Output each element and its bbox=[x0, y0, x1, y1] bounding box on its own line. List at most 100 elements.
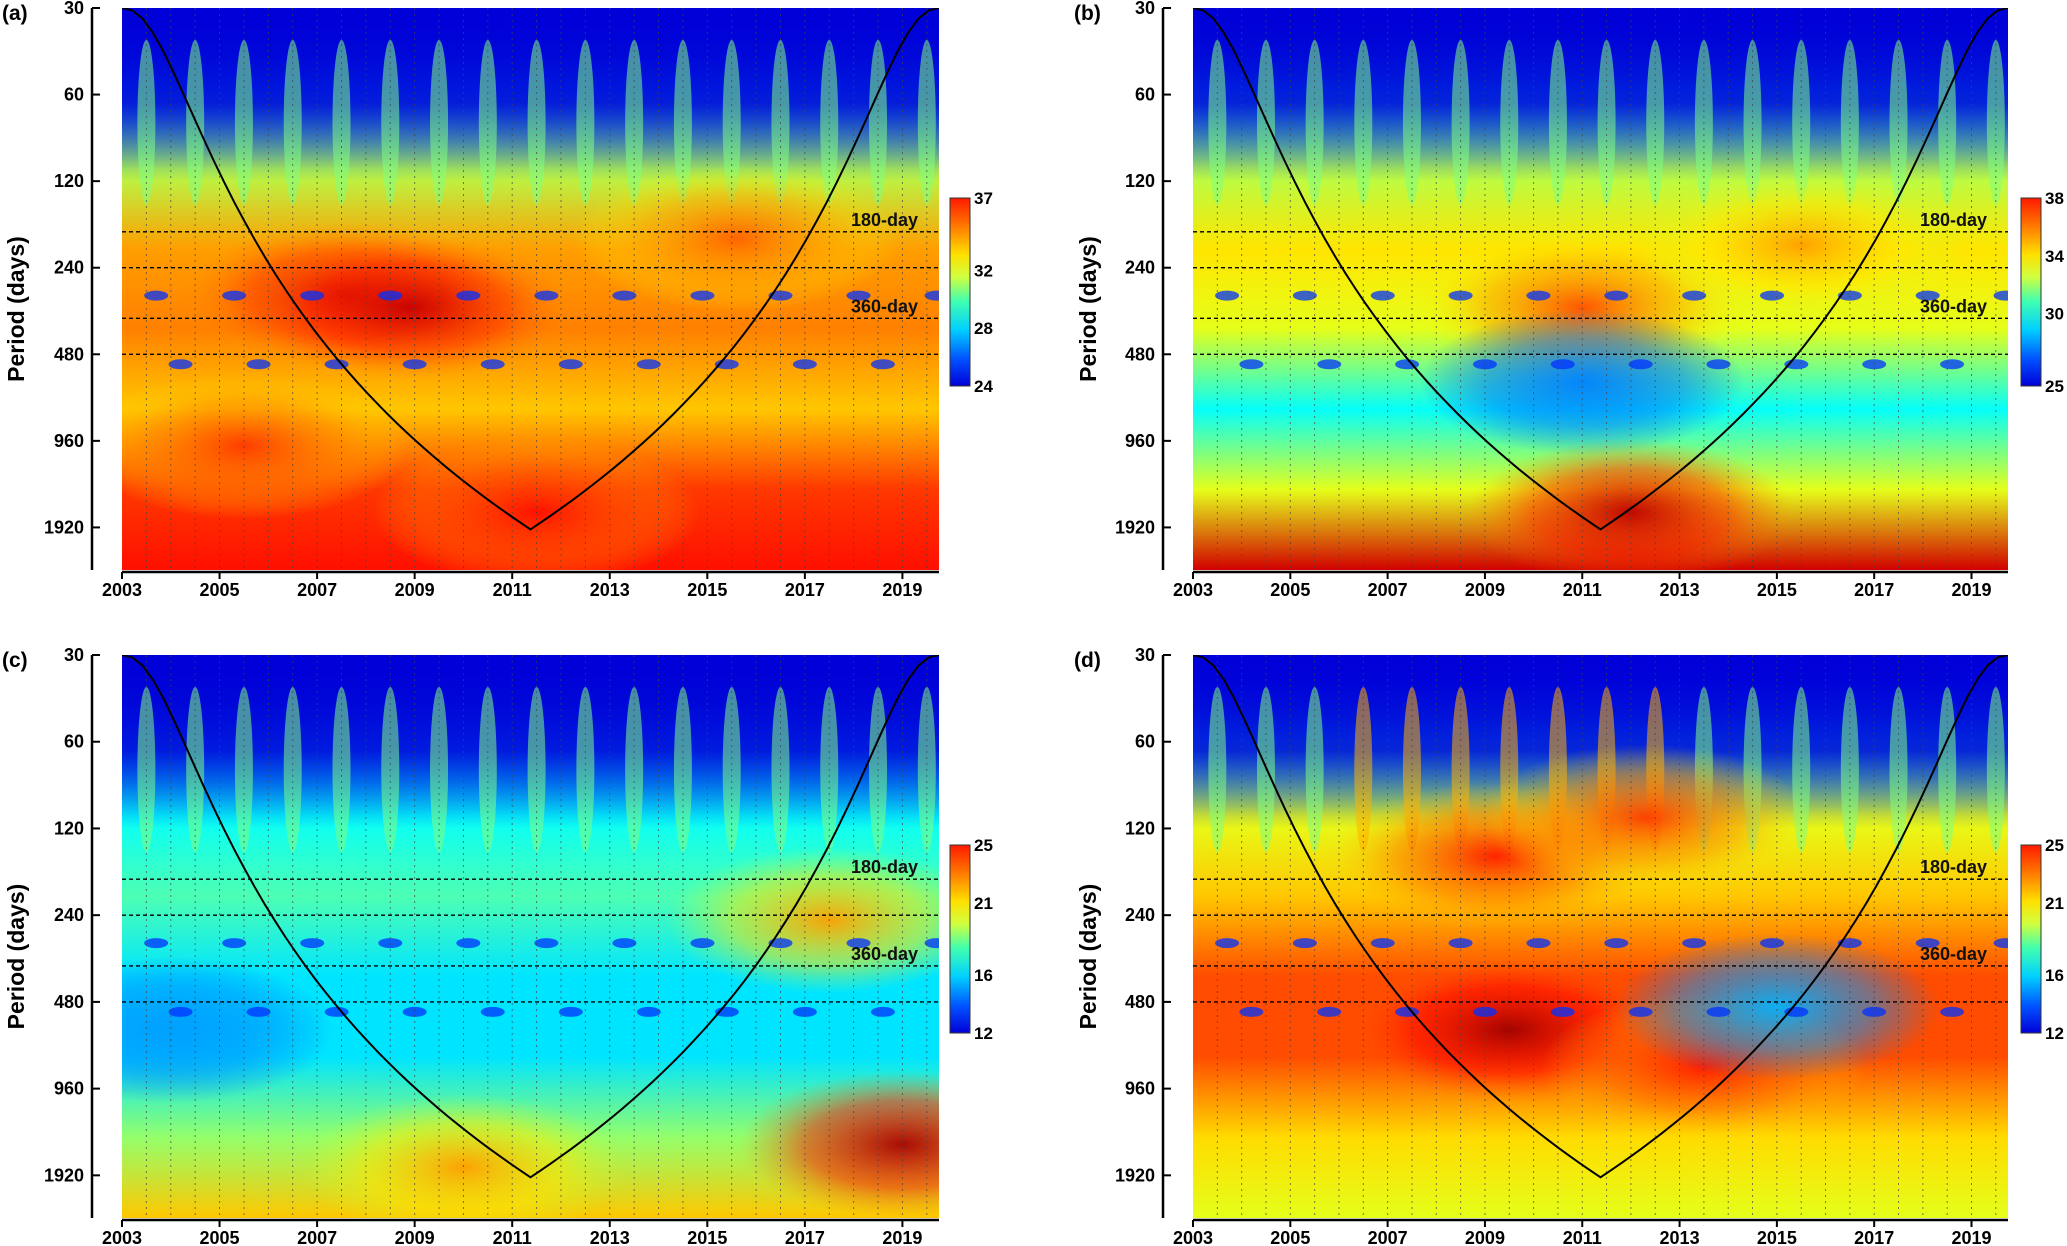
y-tick-label: 240 bbox=[1125, 905, 1155, 925]
cone-of-influence bbox=[122, 8, 939, 531]
y-tick-label: 480 bbox=[54, 992, 84, 1012]
power-minimum bbox=[1940, 359, 1965, 370]
power-minimum bbox=[846, 290, 871, 301]
power-minimum bbox=[222, 290, 247, 301]
panel-a: 180-day 360-day 30 60 120 240 480 960 1920 2003 20… bbox=[2, 0, 993, 600]
wavelet-power-map: 180-day 360-day bbox=[122, 655, 939, 1218]
power-minimum bbox=[1760, 938, 1785, 949]
x-tick-label: 2011 bbox=[1563, 1228, 1602, 1246]
y-tick-label: 480 bbox=[1125, 992, 1155, 1012]
colorbar-tick-label: 25 bbox=[2045, 377, 2064, 396]
power-minimum bbox=[870, 1006, 895, 1017]
reference-label: 360-day bbox=[851, 296, 918, 316]
panel-b: 180-day 360-day 30 60 120 240 480 960 1920 2003 20… bbox=[1074, 0, 2064, 600]
power-minimum bbox=[1628, 1006, 1653, 1017]
colorbar bbox=[2020, 844, 2042, 1034]
power-minimum bbox=[480, 1006, 505, 1017]
colorbar-tick-label: 12 bbox=[2045, 1024, 2064, 1043]
y-tick-label: 30 bbox=[1135, 0, 1155, 18]
x-tick-label: 2003 bbox=[1173, 1228, 1213, 1246]
x-tick-label: 2017 bbox=[785, 580, 825, 600]
colorbar-tick-label: 38 bbox=[2045, 189, 2064, 208]
cone-of-influence bbox=[1193, 655, 2008, 1179]
colorbar-tick-label: 12 bbox=[974, 1024, 993, 1043]
power-minimum bbox=[636, 359, 661, 370]
power-minimum bbox=[1292, 938, 1317, 949]
power-minimum bbox=[144, 938, 169, 949]
power-minimum bbox=[1215, 938, 1240, 949]
power-hotspot bbox=[300, 1094, 627, 1218]
y-tick-label: 480 bbox=[1125, 344, 1155, 364]
y-tick-label: 960 bbox=[1125, 1079, 1155, 1099]
x-tick-label: 2011 bbox=[1563, 580, 1602, 600]
y-tick-label: 960 bbox=[54, 1079, 84, 1099]
x-tick-label: 2009 bbox=[1465, 1228, 1505, 1246]
power-hotspot bbox=[122, 956, 335, 1103]
x-tick-label: 2003 bbox=[1173, 580, 1213, 600]
power-minimum bbox=[1526, 938, 1551, 949]
y-tick-label: 120 bbox=[54, 818, 84, 838]
power-minimum bbox=[768, 290, 793, 301]
power-minimum bbox=[456, 938, 481, 949]
power-minimum bbox=[1239, 359, 1264, 370]
y-axis-title: Period (days) bbox=[3, 884, 29, 1030]
power-minimum bbox=[1292, 290, 1317, 301]
y-axis-title: Period (days) bbox=[1075, 236, 1101, 382]
power-minimum bbox=[1370, 290, 1395, 301]
x-tick-label: 2017 bbox=[785, 1228, 825, 1246]
y-tick-label: 480 bbox=[54, 344, 84, 364]
x-tick-label: 2013 bbox=[590, 1228, 630, 1246]
power-minimum bbox=[1215, 290, 1240, 301]
x-tick-label: 2005 bbox=[1270, 1228, 1310, 1246]
power-minimum bbox=[792, 1006, 817, 1017]
power-hotspot bbox=[122, 372, 408, 519]
colorbar-tick-label: 37 bbox=[974, 189, 993, 208]
x-tick-label: 2005 bbox=[200, 580, 240, 600]
x-tick-label: 2007 bbox=[1368, 1228, 1408, 1246]
colorbar-tick-label: 34 bbox=[2045, 247, 2064, 266]
x-tick-label: 2019 bbox=[1951, 1228, 1991, 1246]
x-tick-label: 2007 bbox=[1368, 580, 1408, 600]
y-axis-title: Period (days) bbox=[3, 236, 29, 382]
x-tick-label: 2013 bbox=[1660, 1228, 1700, 1246]
power-minimum bbox=[246, 359, 271, 370]
x-tick-label: 2019 bbox=[882, 580, 922, 600]
panel-label: (d) bbox=[1074, 649, 1101, 672]
x-tick-label: 2003 bbox=[102, 1228, 142, 1246]
wavelet-power-map: 180-day 360-day bbox=[1193, 8, 2008, 570]
y-tick-label: 240 bbox=[54, 905, 84, 925]
reference-label: 180-day bbox=[851, 857, 918, 877]
y-tick-label: 60 bbox=[1135, 85, 1155, 105]
reference-label: 360-day bbox=[1920, 944, 1987, 964]
power-minimum bbox=[1370, 938, 1395, 949]
power-minimum bbox=[378, 290, 403, 301]
power-minimum bbox=[1317, 359, 1342, 370]
y-tick-label: 1920 bbox=[1115, 517, 1155, 537]
reference-label: 180-day bbox=[1920, 210, 1987, 230]
power-hotspot bbox=[373, 439, 700, 570]
power-minimum bbox=[1628, 359, 1653, 370]
power-minimum bbox=[924, 290, 939, 301]
power-minimum bbox=[612, 290, 637, 301]
reference-label: 360-day bbox=[1920, 296, 1987, 316]
x-tick-label: 2013 bbox=[590, 580, 630, 600]
colorbar-tick-label: 25 bbox=[974, 836, 993, 855]
x-tick-label: 2009 bbox=[395, 1228, 435, 1246]
power-minimum bbox=[168, 359, 193, 370]
power-minimum bbox=[558, 1006, 583, 1017]
power-minimum bbox=[300, 290, 325, 301]
power-minimum bbox=[1915, 938, 1940, 949]
colorbar-tick-label: 25 bbox=[2045, 836, 2064, 855]
x-tick-label: 2005 bbox=[200, 1228, 240, 1246]
y-tick-label: 60 bbox=[1135, 732, 1155, 752]
x-tick-label: 2009 bbox=[1465, 580, 1505, 600]
power-minimum bbox=[456, 290, 481, 301]
colorbar bbox=[2020, 197, 2042, 387]
power-minimum bbox=[1448, 290, 1473, 301]
power-minimum bbox=[636, 1006, 661, 1017]
power-minimum bbox=[1604, 290, 1629, 301]
panel-c: 180-day 360-day 30 60 120 240 480 960 1920 2003 20… bbox=[2, 645, 993, 1246]
power-minimum bbox=[1993, 290, 2008, 301]
x-tick-label: 2011 bbox=[493, 580, 532, 600]
